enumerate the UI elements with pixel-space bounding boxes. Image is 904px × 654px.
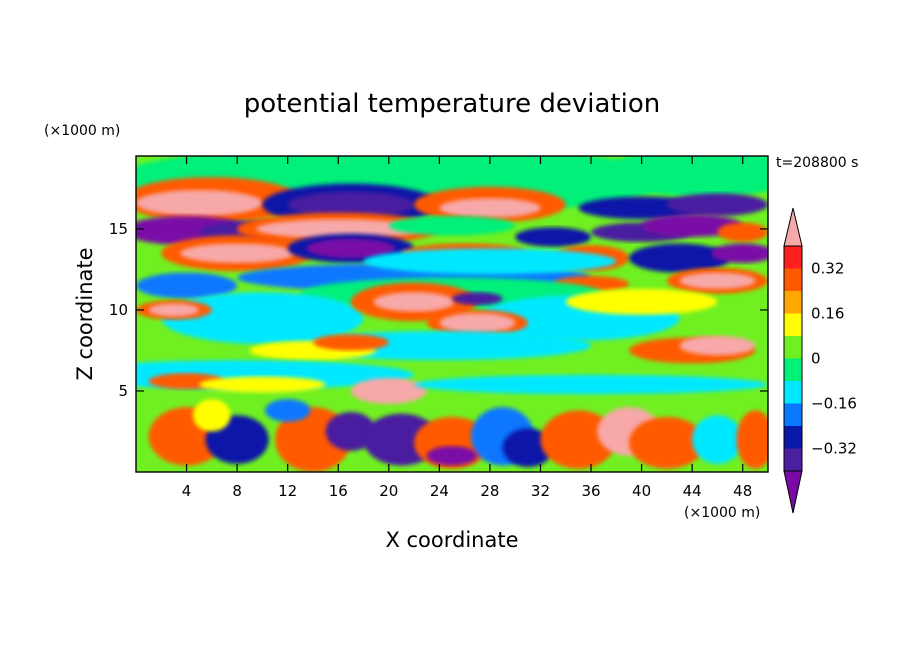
x-tick-label: 16 bbox=[329, 482, 348, 500]
colorbar-segment bbox=[784, 448, 802, 471]
contour-region bbox=[711, 243, 768, 263]
contour-region bbox=[363, 248, 617, 275]
contour-region bbox=[161, 292, 364, 344]
contour-region bbox=[502, 428, 554, 468]
contour-region bbox=[565, 288, 718, 315]
contour-region bbox=[136, 190, 263, 216]
contour-region bbox=[439, 313, 516, 333]
x-tick-label: 40 bbox=[632, 482, 651, 500]
colorbar: 0.32 0.16 0 −0.16 −0.32 bbox=[783, 207, 857, 514]
colorbar-tick-label: −0.16 bbox=[811, 395, 857, 413]
contour-region bbox=[312, 334, 389, 351]
contour-region bbox=[350, 378, 427, 404]
contour-region bbox=[439, 198, 541, 218]
contour-region bbox=[515, 227, 592, 247]
time-label: t=208800 s bbox=[776, 155, 858, 171]
colorbar-frame bbox=[783, 245, 803, 472]
colorbar-tick-label: −0.32 bbox=[811, 440, 857, 458]
contour-region bbox=[628, 243, 731, 273]
contour-region bbox=[603, 156, 768, 197]
x-tick-label: 48 bbox=[733, 482, 752, 500]
colorbar-tick-label: 0.32 bbox=[811, 260, 844, 278]
colorbar-extend-low bbox=[783, 470, 803, 514]
x-axis-unit: (×1000 m) bbox=[684, 505, 760, 521]
z-axis-unit: (×1000 m) bbox=[44, 123, 120, 139]
contour-region bbox=[426, 446, 478, 466]
colorbar-segment bbox=[784, 381, 802, 404]
x-tick-label: 44 bbox=[683, 482, 702, 500]
contour-region bbox=[628, 416, 705, 469]
x-tick-label: 4 bbox=[182, 482, 192, 500]
contour-region bbox=[414, 374, 768, 395]
contour-region bbox=[641, 214, 743, 238]
x-tick-label: 36 bbox=[581, 482, 600, 500]
x-tick-label: 8 bbox=[232, 482, 242, 500]
x-tick-label: 20 bbox=[379, 482, 398, 500]
colorbar-segment bbox=[784, 336, 802, 359]
colorbar-segment bbox=[784, 403, 802, 426]
chart-title: potential temperature deviation bbox=[244, 89, 660, 119]
x-axis-title: X coordinate bbox=[385, 528, 518, 552]
z-tick-label: 10 bbox=[109, 301, 128, 319]
contour-region bbox=[452, 292, 503, 306]
contour-region bbox=[306, 238, 396, 259]
z-axis-title: Z coordinate bbox=[73, 247, 97, 380]
contour-region bbox=[679, 272, 756, 289]
contour-region bbox=[388, 215, 516, 236]
contour-field bbox=[136, 156, 768, 472]
contour-region bbox=[192, 399, 231, 432]
contour-region bbox=[717, 222, 768, 242]
colorbar-tick-label: 0 bbox=[811, 350, 821, 368]
contour-region bbox=[199, 376, 326, 393]
colorbar-tick-label: 0.16 bbox=[811, 305, 844, 323]
colorbar-segment bbox=[784, 268, 802, 291]
contour-region bbox=[180, 243, 294, 263]
contour-region bbox=[679, 335, 756, 356]
contour-region bbox=[264, 399, 311, 422]
contour-region bbox=[540, 410, 617, 469]
colorbar-segment bbox=[784, 358, 802, 381]
colorbar-segment bbox=[784, 246, 802, 269]
contour-region bbox=[736, 410, 768, 469]
contour-region bbox=[148, 303, 200, 317]
contour-region bbox=[692, 415, 743, 464]
colorbar-segment bbox=[784, 313, 802, 336]
contour-region bbox=[373, 292, 455, 312]
z-tick-label: 15 bbox=[109, 220, 128, 238]
contour-region bbox=[136, 272, 238, 299]
x-axis-ticks: 4 8 12 16 20 24 28 32 36 40 44 48 bbox=[182, 156, 752, 500]
contour-region bbox=[287, 191, 415, 218]
z-tick-label: 5 bbox=[118, 382, 128, 400]
contour-region bbox=[256, 219, 421, 239]
contour-region bbox=[666, 193, 768, 216]
x-tick-label: 28 bbox=[480, 482, 499, 500]
colorbar-extend-high bbox=[783, 207, 803, 247]
x-tick-label: 12 bbox=[278, 482, 297, 500]
colorbar-segment bbox=[784, 426, 802, 449]
plot-frame bbox=[135, 155, 769, 473]
x-tick-label: 24 bbox=[430, 482, 449, 500]
x-tick-label: 32 bbox=[531, 482, 550, 500]
colorbar-segment bbox=[784, 291, 802, 314]
contour-region bbox=[325, 412, 377, 451]
z-axis-ticks: 5 10 15 bbox=[109, 220, 768, 400]
